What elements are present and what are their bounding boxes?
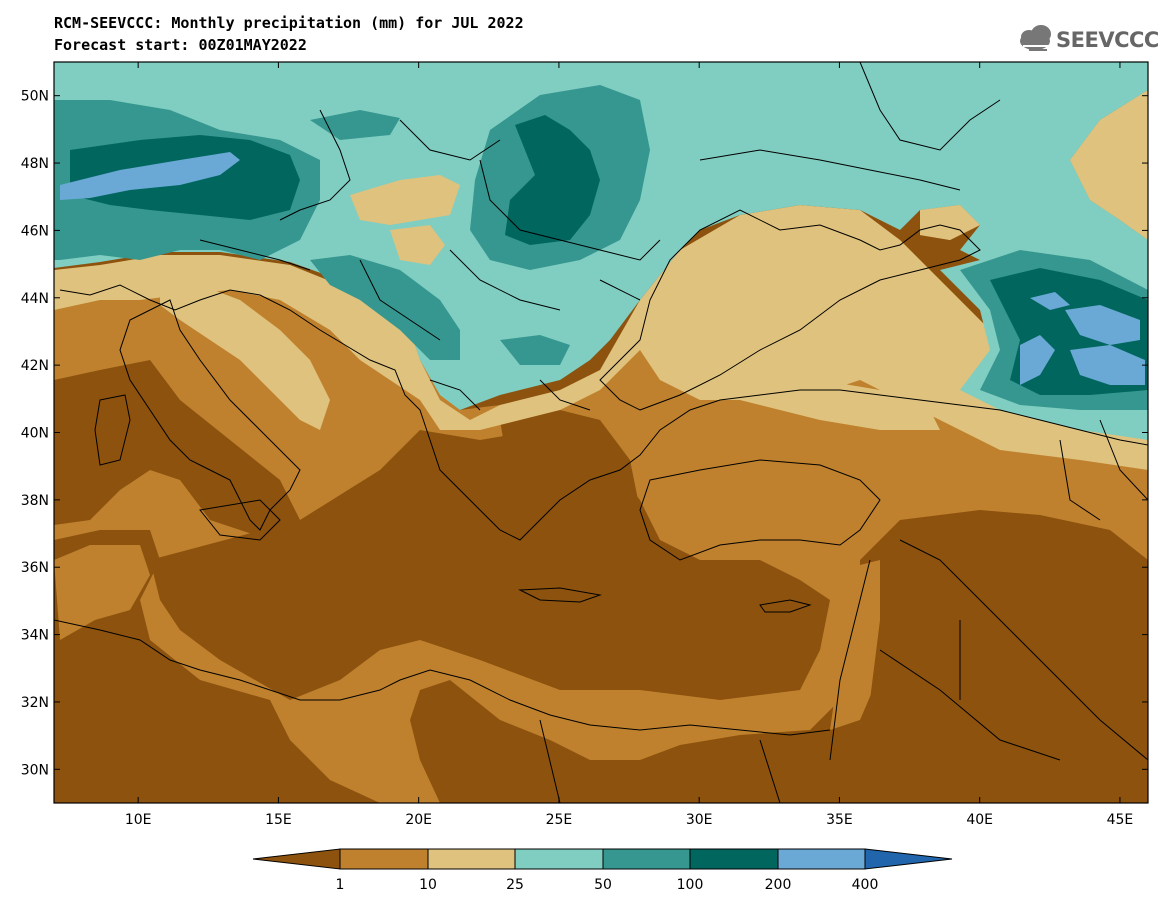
band-10-25-serbia-2 — [390, 225, 445, 265]
colorbar-box-1-10 — [339, 848, 429, 870]
logo-text: SEEVCCC — [1056, 28, 1159, 52]
band-10-25-hungary-2 — [350, 175, 460, 225]
colorbar-label: 10 — [419, 877, 437, 893]
longitude-axis: 10E 15E 20E 25E 30E 35E 40E 45E — [125, 62, 1133, 828]
lon-tick-label: 35E — [826, 812, 853, 828]
colorbar-box-10-25 — [427, 848, 516, 870]
coastlines-borders — [54, 62, 1148, 803]
lat-tick-label: 44N — [21, 291, 49, 307]
colorbar-over-triangle — [864, 848, 953, 870]
latitude-axis: 30N 32N 34N 36N 38N 40N 42N 44N 46N 48N 50N — [21, 89, 1148, 778]
band-10-25 — [54, 205, 1148, 470]
band-10-25-italy — [160, 285, 330, 430]
lon-tick-label: 25E — [546, 812, 573, 828]
band-lt1-med — [54, 360, 300, 540]
band-200-400-caucasus-1 — [1030, 292, 1070, 310]
lat-tick-label: 36N — [21, 560, 49, 576]
colorbar-under-triangle — [252, 848, 341, 870]
band-50-100-balkan-2 — [500, 335, 570, 365]
colorbar-label: 50 — [594, 877, 612, 893]
band-1-10-south — [54, 545, 150, 640]
band-10-25-crimea-2 — [920, 205, 980, 240]
band-100-200-carpathian — [505, 115, 600, 245]
lat-tick-label: 50N — [21, 89, 49, 105]
band-10-25-ne-2 — [1070, 90, 1148, 240]
band-lt1-mideast — [860, 515, 1148, 803]
colorbar-box-50-100 — [602, 848, 691, 870]
band-200-400-caucasus-4 — [1070, 345, 1145, 385]
colorbar-label: 100 — [677, 877, 704, 893]
forecast-start-label: Forecast start: 00Z01MAY2022 — [54, 36, 307, 54]
band-200-400-caucasus-2 — [1065, 305, 1140, 345]
precipitation-field — [54, 62, 1148, 803]
colorbar-label: 200 — [765, 877, 792, 893]
seevccc-logo — [1020, 25, 1051, 51]
colorbar-label: 25 — [506, 877, 524, 893]
lon-tick-label: 45E — [1107, 812, 1134, 828]
lat-tick-label: 38N — [21, 493, 49, 509]
lat-tick-label: 48N — [21, 156, 49, 172]
lat-tick-label: 40N — [21, 426, 49, 442]
lat-tick-label: 46N — [21, 223, 49, 239]
lon-tick-label: 20E — [405, 812, 432, 828]
cloud-logo-icon — [1020, 25, 1051, 51]
colorbar-box-100-200 — [689, 848, 779, 870]
colorbar-labels: 1 10 25 50 100 200 400 — [336, 877, 879, 893]
band-lt1-east-med — [150, 430, 830, 700]
colorbar-label: 1 — [336, 877, 345, 893]
colorbar-box-200-400 — [777, 848, 866, 870]
band-50-100-balkan — [310, 255, 460, 360]
map-title: RCM-SEEVCCC: Monthly precipitation (mm) … — [54, 14, 524, 32]
lat-tick-label: 32N — [21, 695, 49, 711]
band-200-400-caucasus-3 — [1020, 335, 1055, 385]
lon-tick-label: 30E — [686, 812, 713, 828]
colorbar: 1 10 25 50 100 200 400 — [252, 848, 953, 893]
lat-tick-label: 34N — [21, 628, 49, 644]
colorbar-label: 400 — [852, 877, 879, 893]
colorbar-box-25-50 — [514, 848, 604, 870]
band-200-400-alps — [60, 152, 240, 200]
band-50-100-poland — [310, 110, 400, 140]
band-lt1-aegean — [500, 410, 640, 550]
lon-tick-label: 40E — [966, 812, 993, 828]
lat-tick-label: 42N — [21, 358, 49, 374]
lon-tick-label: 10E — [125, 812, 152, 828]
lon-tick-label: 15E — [265, 812, 292, 828]
lat-tick-label: 30N — [21, 762, 49, 778]
